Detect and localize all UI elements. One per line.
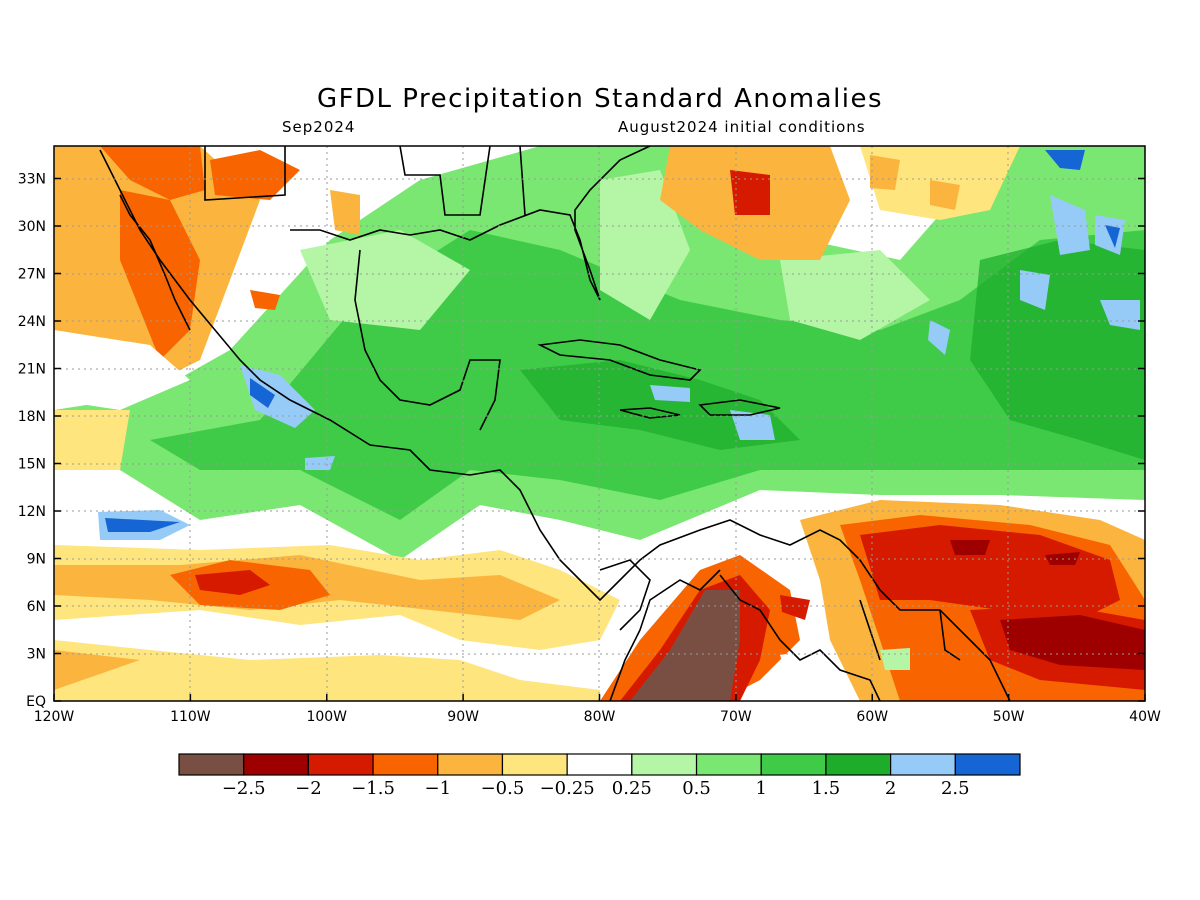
lat-tick-label: 6N	[27, 599, 46, 615]
colorbar-label: 2	[885, 778, 896, 799]
colorbar-swatch	[760, 753, 827, 776]
lat-tick-label: 33N	[18, 172, 46, 188]
lon-tick-label: 40W	[1129, 709, 1161, 725]
lat-tick-label: 15N	[18, 457, 46, 473]
lon-tick-label: 70W	[720, 709, 752, 725]
colorbar-label: 1	[756, 778, 767, 799]
lon-tick-label: 90W	[447, 709, 479, 725]
colorbar-swatch	[178, 753, 245, 776]
coastlines	[99, 146, 1011, 701]
colorbar-swatch	[501, 753, 568, 776]
colorbar-swatch	[372, 753, 439, 776]
lon-tick-label: 80W	[584, 709, 616, 725]
colorbar-swatch	[631, 753, 698, 776]
colorbar-swatch	[566, 753, 633, 776]
colorbar-label: −2	[295, 778, 322, 799]
colorbar-swatch	[954, 753, 1021, 776]
longitude-axis: 120W 110W 100W 90W 80W 70W 60W 50W 40W	[34, 694, 1161, 725]
colorbar-swatch	[437, 753, 504, 776]
colorbar-label: 1.5	[812, 778, 841, 799]
colorbar-label: 2.5	[941, 778, 970, 799]
lon-tick-label: 110W	[170, 709, 211, 725]
lat-tick-label: 18N	[18, 409, 46, 425]
lat-tick-label: 3N	[27, 647, 46, 663]
map-gridlines	[54, 146, 1145, 701]
colorbar-label: −2.5	[222, 778, 266, 799]
lon-tick-label: 100W	[306, 709, 347, 725]
lon-tick-label: 60W	[856, 709, 888, 725]
lat-tick-label: 27N	[18, 267, 46, 283]
colorbar-label: −1.5	[351, 778, 395, 799]
colorbar-swatch	[243, 753, 309, 776]
latitude-axis: EQ 3N 6N 9N 12N 15N 18N 21N 24N 27N 30N 33N	[18, 172, 1145, 710]
lon-tick-label: 50W	[993, 709, 1025, 725]
colorbar-label: −0.5	[481, 778, 525, 799]
lat-tick-label: 24N	[18, 314, 46, 330]
colorbar-swatch	[890, 753, 956, 776]
colorbar-label: 0.25	[612, 778, 652, 799]
lat-tick-label: 12N	[18, 504, 46, 520]
colorbar-swatch	[825, 753, 892, 776]
map-title: GFDL Precipitation Standard Anomalies	[316, 84, 884, 114]
colorbar-label: −0.25	[540, 778, 595, 799]
colorbar-swatch	[695, 753, 762, 776]
lon-tick-label: 120W	[34, 709, 75, 725]
lat-tick-label: EQ	[26, 694, 46, 710]
valid-month-label: Sep2024	[282, 118, 356, 136]
initial-conditions-label: August2024 initial conditions	[618, 118, 866, 136]
colorbar-swatch	[307, 753, 374, 776]
lat-tick-label: 9N	[27, 552, 46, 568]
colorbar-label: −1	[424, 778, 451, 799]
colorbar-label: 0.5	[682, 778, 711, 799]
lat-tick-label: 21N	[18, 362, 46, 378]
lat-tick-label: 30N	[18, 219, 46, 235]
colorbar: −2.5 −2 −1.5 −1 −0.5 −0.25 0.25 0.5 1 1.5 2 2.5	[178, 753, 1021, 799]
